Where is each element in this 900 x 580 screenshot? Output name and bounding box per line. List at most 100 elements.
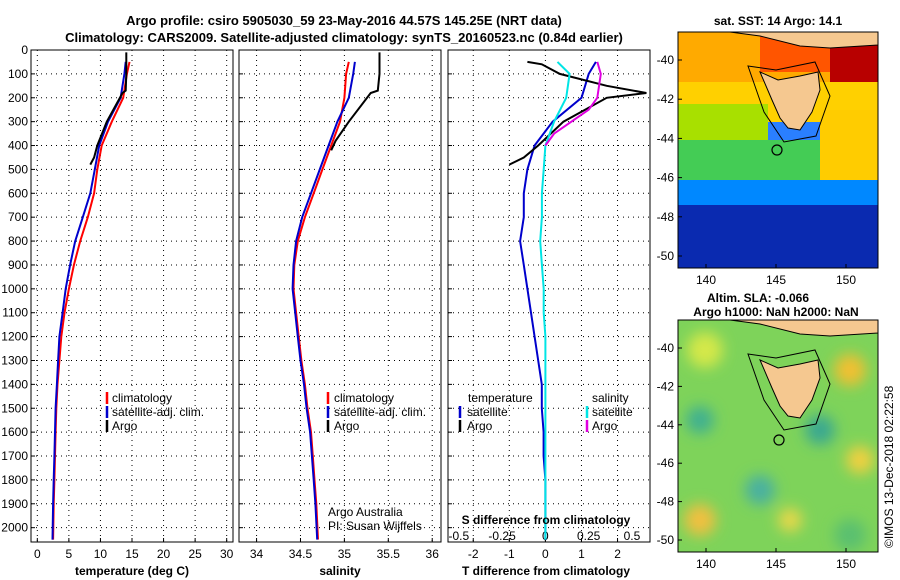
map-lat-tick-label: -50 <box>657 533 675 547</box>
legend-argo-label: Argo <box>334 419 360 433</box>
mainland-landmass <box>729 32 878 49</box>
sst-map-title: sat. SST: 14 Argo: 14.1 <box>714 14 843 28</box>
depth-tick-label: 500 <box>8 162 28 176</box>
map-lat-tick-label: -42 <box>657 379 675 393</box>
salinity-x-tick-label: 36 <box>426 547 440 561</box>
tick-layer: 0100200300400500600700800900100011001200… <box>1 43 640 561</box>
temperature-x-tick-label: 10 <box>94 547 108 561</box>
depth-tick-label: 700 <box>8 210 28 224</box>
temperature-legend: climatology satellite-adj. clim. Argo <box>105 391 204 433</box>
map-lon-tick-label: 150 <box>836 273 856 287</box>
depth-tick-label: 100 <box>8 67 28 81</box>
depth-tick-label: 1400 <box>1 377 28 391</box>
legend-t-satellite-label: satellite <box>467 405 508 419</box>
salinity-difference-label: S difference from climatology <box>462 513 631 527</box>
depth-tick-label: 800 <box>8 234 28 248</box>
depth-tick-label: 400 <box>8 139 28 153</box>
map-tick-labels: -40 -42 -44 -46 -48 -50 140 145 150 -40 -42 -44 -46 -… <box>657 53 857 571</box>
legend-salinity-title: salinity <box>592 391 629 405</box>
salinity-legend: climatology satellite-adj. clim. Argo <box>326 391 426 433</box>
legend-argo-label: Argo <box>112 419 138 433</box>
depth-tick-label: 300 <box>8 115 28 129</box>
salinity-x-tick-label: 35.5 <box>377 547 401 561</box>
depth-tick-label: 1000 <box>1 282 28 296</box>
copyright-credit: ©IMOS 13-Dec-2018 02:22:58 <box>882 385 896 548</box>
salinity-x-tick-label: 34.5 <box>289 547 313 561</box>
depth-tick-label: 200 <box>8 91 28 105</box>
map-lon-tick-label: 140 <box>696 557 716 571</box>
depth-tick-label: 600 <box>8 186 28 200</box>
shelf-contour <box>747 61 831 143</box>
difference-xlabel: T difference from climatology <box>462 564 630 578</box>
legend-satellite-label: satellite-adj. clim. <box>112 405 204 419</box>
map-lat-tick-label: -42 <box>657 92 675 106</box>
legend-s-argo-label: Argo <box>592 419 618 433</box>
depth-tick-label: 1500 <box>1 401 28 415</box>
difference-x-tick-label: -1 <box>504 547 515 561</box>
map-lat-tick-label: -48 <box>657 210 675 224</box>
credit-note-1: Argo Australia <box>328 505 403 519</box>
credit-note-2: PI: Susan Wijffels <box>328 519 422 533</box>
map-lon-tick-label: 140 <box>696 273 716 287</box>
temperature-x-tick-label: 0 <box>34 547 41 561</box>
s-difference-tick-label: -0.25 <box>488 529 516 543</box>
depth-tick-label: 1700 <box>1 449 28 463</box>
legend-satellite-label: satellite-adj. clim. <box>334 405 426 419</box>
difference-x-tick-label: -2 <box>468 547 479 561</box>
series-layer <box>51 52 647 540</box>
depth-tick-label: 1600 <box>1 425 28 439</box>
legend-temperature-title: temperature <box>468 391 533 405</box>
map-lat-tick-label: -48 <box>657 495 675 509</box>
map-lat-tick-label: -44 <box>657 131 675 145</box>
depth-tick-label: 1200 <box>1 330 28 344</box>
map-lat-tick-label: -40 <box>657 341 675 355</box>
salinity-x-tick-label: 34 <box>250 547 264 561</box>
map-lat-tick-label: -46 <box>657 456 675 470</box>
sst-map-frame <box>677 31 879 269</box>
map-lat-tick-label: -40 <box>657 53 675 67</box>
series-line-argo <box>89 52 128 166</box>
depth-tick-label: 1800 <box>1 473 28 487</box>
sla-map-frame <box>677 319 879 553</box>
mainland-landmass <box>729 320 878 337</box>
map-lon-tick-label: 145 <box>766 273 786 287</box>
depth-tick-label: 1100 <box>2 306 28 320</box>
map-lat-tick-label: -44 <box>657 418 675 432</box>
series-line-satellite-adj-clim- <box>51 61 127 540</box>
difference-x-tick-label: 0 <box>542 547 549 561</box>
tasmania-landmass <box>759 359 821 419</box>
tasmania-landmass <box>759 71 821 131</box>
title-line-1: Argo profile: csiro 5905030_59 23-May-20… <box>126 13 562 28</box>
series-line-temperature-argo <box>508 60 647 166</box>
difference-x-tick-label: 2 <box>614 547 621 561</box>
temperature-x-tick-label: 5 <box>66 547 73 561</box>
temperature-xlabel: temperature (deg C) <box>75 564 189 578</box>
depth-tick-label: 2000 <box>1 521 28 535</box>
legend-climatology-label: climatology <box>112 391 172 405</box>
grid-layer <box>31 49 650 542</box>
series-line-salinity-argo <box>544 61 602 147</box>
map-lat-tick-label: -46 <box>657 171 675 185</box>
difference-legend: temperature satellite Argo salinity sate… <box>458 391 633 433</box>
sla-map-title-2: Argo h1000: NaN h2000: NaN <box>693 305 858 319</box>
salinity-xlabel: salinity <box>319 564 361 578</box>
temperature-x-tick-label: 30 <box>220 547 234 561</box>
series-line-satellite-adj-clim- <box>291 61 356 540</box>
sst-map <box>678 32 878 268</box>
difference-x-tick-label: 1 <box>578 547 585 561</box>
legend-s-satellite-label: satellite <box>592 405 633 419</box>
map-lon-tick-label: 145 <box>766 557 786 571</box>
series-line-temperature-satellite <box>519 61 597 540</box>
depth-tick-label: 1300 <box>1 353 28 367</box>
series-line-argo <box>330 52 381 151</box>
title-line-2: Climatology: CARS2009. Satellite-adjuste… <box>65 30 623 45</box>
s-difference-tick-label: -0.5 <box>448 529 469 543</box>
legend-climatology-label: climatology <box>334 391 394 405</box>
salinity-x-tick-label: 35 <box>338 547 352 561</box>
temperature-x-tick-label: 20 <box>157 547 171 561</box>
temperature-x-tick-label: 15 <box>125 547 139 561</box>
series-line-salinity-satellite <box>539 61 571 540</box>
argo-location-marker <box>773 434 785 446</box>
map-lat-tick-label: -50 <box>657 249 675 263</box>
